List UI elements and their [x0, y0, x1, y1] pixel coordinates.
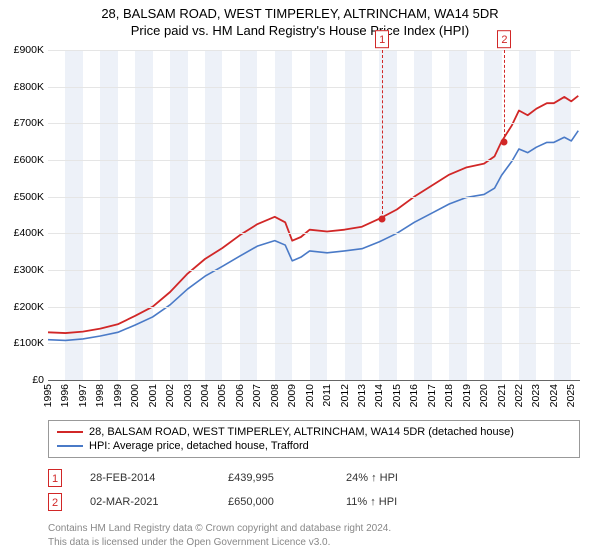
x-tick-label: 2007 — [251, 384, 263, 407]
sale-date: 28-FEB-2014 — [90, 472, 200, 484]
x-tick-label: 1995 — [42, 384, 54, 407]
footer-attribution: Contains HM Land Registry data © Crown c… — [48, 522, 391, 549]
sale-marker-icon: 1 — [48, 469, 62, 487]
x-tick-label: 2005 — [216, 384, 228, 407]
y-tick-label: £700K — [14, 117, 44, 129]
marker-dot — [379, 215, 386, 222]
x-tick-label: 2009 — [286, 384, 298, 407]
x-tick-label: 2019 — [461, 384, 473, 407]
x-tick-label: 2014 — [373, 384, 385, 407]
x-tick-label: 2004 — [199, 384, 211, 407]
gridline — [48, 233, 580, 234]
sale-marker-icon: 2 — [48, 493, 62, 511]
y-tick-label: £200K — [14, 301, 44, 313]
legend-row: 28, BALSAM ROAD, WEST TIMPERLEY, ALTRINC… — [57, 425, 571, 439]
legend-swatch — [57, 431, 83, 433]
sale-price: £439,995 — [228, 472, 318, 484]
chart-svg — [48, 50, 580, 380]
footer-line1: Contains HM Land Registry data © Crown c… — [48, 522, 391, 536]
x-tick-label: 1998 — [94, 384, 106, 407]
gridline — [48, 307, 580, 308]
chart-title-line1: 28, BALSAM ROAD, WEST TIMPERLEY, ALTRINC… — [0, 6, 600, 21]
footer-line2: This data is licensed under the Open Gov… — [48, 536, 391, 550]
marker-line — [382, 50, 383, 219]
sale-row: 2 02-MAR-2021 £650,000 11% ↑ HPI — [48, 490, 580, 514]
x-tick-label: 2012 — [339, 384, 351, 407]
chart-plot-area: £0£100K£200K£300K£400K£500K£600K£700K£80… — [48, 50, 580, 381]
x-tick-label: 2018 — [443, 384, 455, 407]
gridline — [48, 270, 580, 271]
legend-label: 28, BALSAM ROAD, WEST TIMPERLEY, ALTRINC… — [89, 426, 514, 438]
x-tick-label: 1996 — [59, 384, 71, 407]
x-tick-label: 2001 — [147, 384, 159, 407]
series-hpi — [48, 131, 578, 341]
y-tick-label: £800K — [14, 81, 44, 93]
marker-badge: 2 — [497, 30, 511, 48]
y-tick-label: £100K — [14, 337, 44, 349]
legend-box: 28, BALSAM ROAD, WEST TIMPERLEY, ALTRINC… — [48, 420, 580, 458]
sale-price: £650,000 — [228, 496, 318, 508]
x-tick-label: 2016 — [408, 384, 420, 407]
x-tick-label: 2010 — [304, 384, 316, 407]
gridline — [48, 343, 580, 344]
x-tick-label: 2025 — [565, 384, 577, 407]
x-tick-label: 2023 — [530, 384, 542, 407]
gridline — [48, 197, 580, 198]
series-price — [48, 96, 578, 333]
x-tick-label: 2020 — [478, 384, 490, 407]
x-tick-label: 2011 — [321, 384, 333, 407]
x-tick-label: 2024 — [548, 384, 560, 407]
sales-table: 1 28-FEB-2014 £439,995 24% ↑ HPI 2 02-MA… — [48, 466, 580, 514]
y-tick-label: £500K — [14, 191, 44, 203]
legend-swatch — [57, 445, 83, 447]
legend-label: HPI: Average price, detached house, Traf… — [89, 440, 309, 452]
y-tick-label: £600K — [14, 154, 44, 166]
sale-date: 02-MAR-2021 — [90, 496, 200, 508]
sale-pct: 11% ↑ HPI — [346, 496, 397, 508]
x-tick-label: 2002 — [164, 384, 176, 407]
gridline — [48, 160, 580, 161]
y-tick-label: £300K — [14, 264, 44, 276]
x-tick-label: 2021 — [496, 384, 508, 407]
x-tick-label: 1997 — [77, 384, 89, 407]
marker-badge: 1 — [375, 30, 389, 48]
sale-row: 1 28-FEB-2014 £439,995 24% ↑ HPI — [48, 466, 580, 490]
gridline — [48, 50, 580, 51]
x-tick-label: 2000 — [129, 384, 141, 407]
y-tick-label: £900K — [14, 44, 44, 56]
gridline — [48, 87, 580, 88]
x-tick-label: 2015 — [391, 384, 403, 407]
x-tick-label: 2017 — [426, 384, 438, 407]
x-tick-label: 2022 — [513, 384, 525, 407]
x-tick-label: 2006 — [234, 384, 246, 407]
x-tick-label: 2013 — [356, 384, 368, 407]
x-tick-label: 1999 — [112, 384, 124, 407]
x-tick-label: 2008 — [269, 384, 281, 407]
gridline — [48, 123, 580, 124]
x-tick-label: 2003 — [182, 384, 194, 407]
marker-dot — [501, 138, 508, 145]
marker-line — [504, 50, 505, 142]
legend-row: HPI: Average price, detached house, Traf… — [57, 439, 571, 453]
y-tick-label: £400K — [14, 227, 44, 239]
sale-pct: 24% ↑ HPI — [346, 472, 398, 484]
